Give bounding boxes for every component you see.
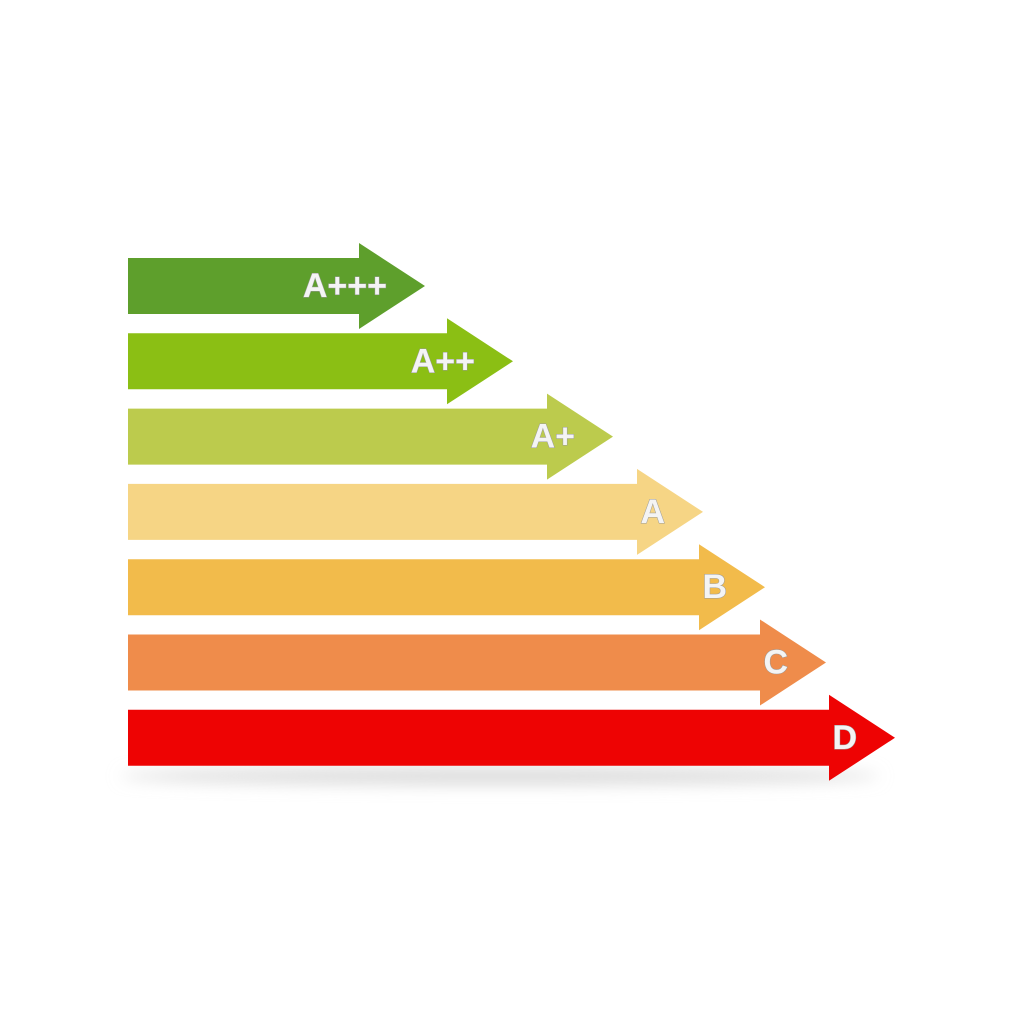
arrow-label: A++ (411, 342, 475, 380)
arrow-label: A+++ (303, 267, 387, 305)
arrow (128, 393, 613, 480)
arrow-label: A+ (531, 418, 575, 456)
arrow-label: D (832, 719, 857, 757)
arrow (128, 619, 826, 706)
arrow (128, 694, 895, 781)
arrow (128, 468, 703, 555)
arrow-label: C (763, 643, 788, 681)
arrow (128, 318, 513, 405)
arrow (128, 544, 765, 631)
arrow-label: A (640, 493, 665, 531)
arrow (128, 243, 425, 329)
shadow (120, 768, 880, 784)
arrow-label: B (702, 568, 727, 606)
